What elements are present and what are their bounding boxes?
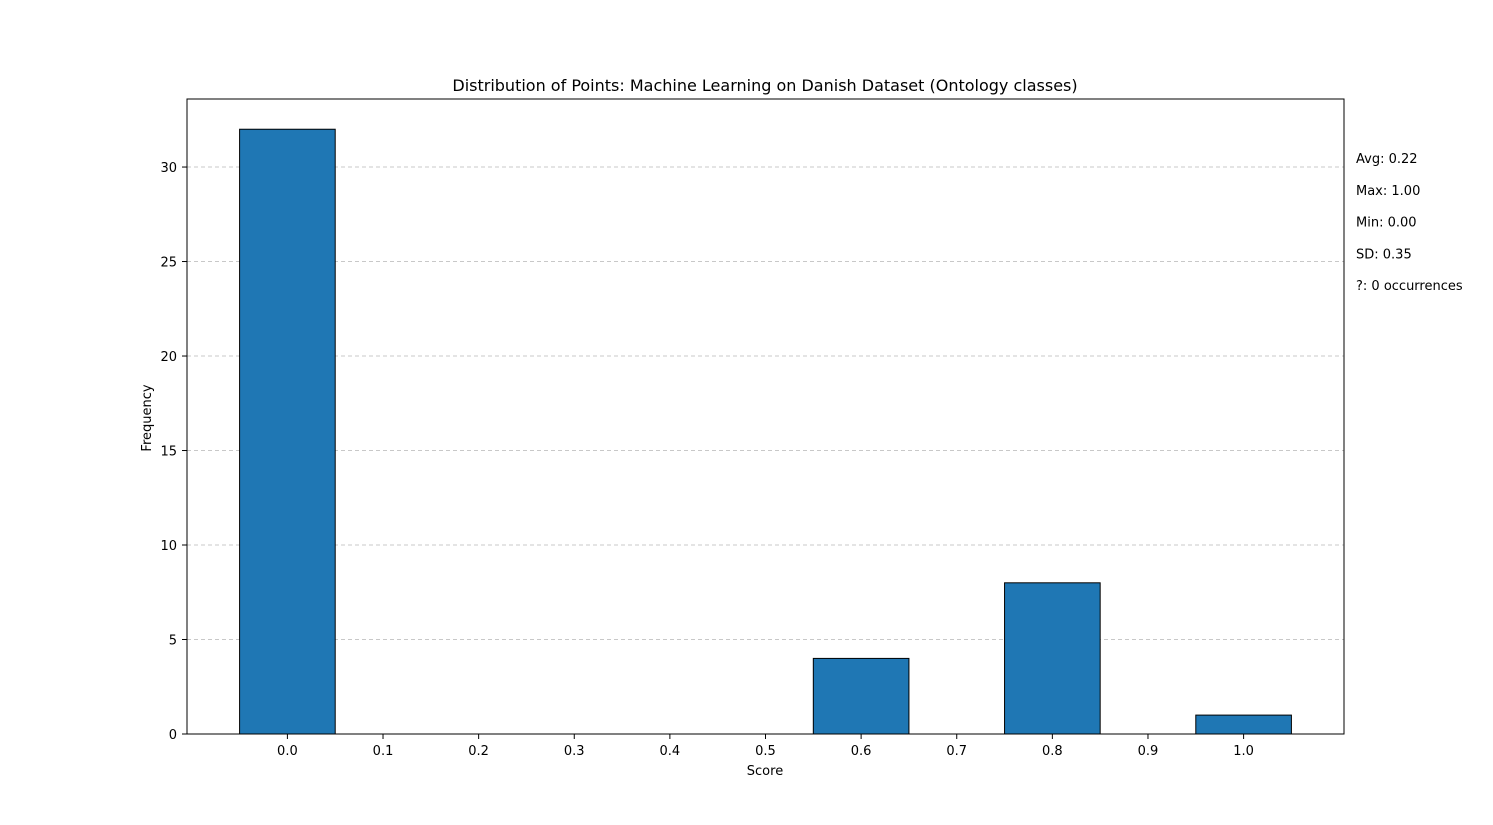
- x-axis-label: Score: [747, 764, 783, 779]
- chart-title: Distribution of Points: Machine Learning…: [452, 76, 1077, 95]
- x-tick-label: 0.4: [660, 744, 681, 759]
- stat-annotation: Min: 0.00: [1356, 216, 1417, 231]
- x-axis-ticks: 0.0 0.1 0.2 0.3 0.4 0.5 0.6 0.7 0.8 0.9 1.0: [277, 734, 1254, 759]
- x-tick-label: 0.5: [755, 744, 776, 759]
- x-tick-label: 0.9: [1138, 744, 1159, 759]
- stat-annotation: Avg: 0.22: [1356, 152, 1418, 167]
- stat-annotation: SD: 0.35: [1356, 247, 1412, 262]
- y-tick-label: 25: [160, 256, 177, 271]
- y-axis-label: Frequency: [140, 384, 155, 451]
- x-tick-label: 0.8: [1042, 744, 1063, 759]
- x-tick-label: 0.3: [564, 744, 585, 759]
- y-tick-label: 0: [169, 728, 177, 743]
- x-tick-label: 0.7: [946, 744, 967, 759]
- y-axis-ticks: 0 5 10 15 20 25 30: [160, 161, 187, 743]
- grid-lines: [187, 166, 1344, 641]
- x-tick-label: 1.0: [1233, 744, 1254, 759]
- x-tick-label: 0.1: [373, 744, 394, 759]
- bar: [1195, 714, 1292, 735]
- bar: [239, 128, 336, 735]
- stats-annotations: Avg: 0.22 Max: 1.00 Min: 0.00 SD: 0.35 ?: 0 …: [1356, 152, 1463, 294]
- plot-area-frame: [186, 98, 1345, 735]
- stat-annotation: Max: 1.00: [1356, 184, 1420, 199]
- x-tick-label: 0.6: [851, 744, 872, 759]
- bar: [812, 657, 910, 735]
- x-tick-label: 0.2: [468, 744, 489, 759]
- y-tick-label: 30: [160, 161, 177, 176]
- x-tick-label: 0.0: [277, 744, 298, 759]
- bar: [1004, 582, 1101, 735]
- stat-annotation: ?: 0 occurrences: [1356, 279, 1463, 294]
- y-tick-label: 10: [160, 539, 177, 554]
- y-tick-label: 5: [169, 634, 177, 649]
- y-tick-label: 15: [160, 445, 177, 460]
- y-tick-label: 20: [160, 350, 177, 365]
- bars: [239, 128, 1292, 735]
